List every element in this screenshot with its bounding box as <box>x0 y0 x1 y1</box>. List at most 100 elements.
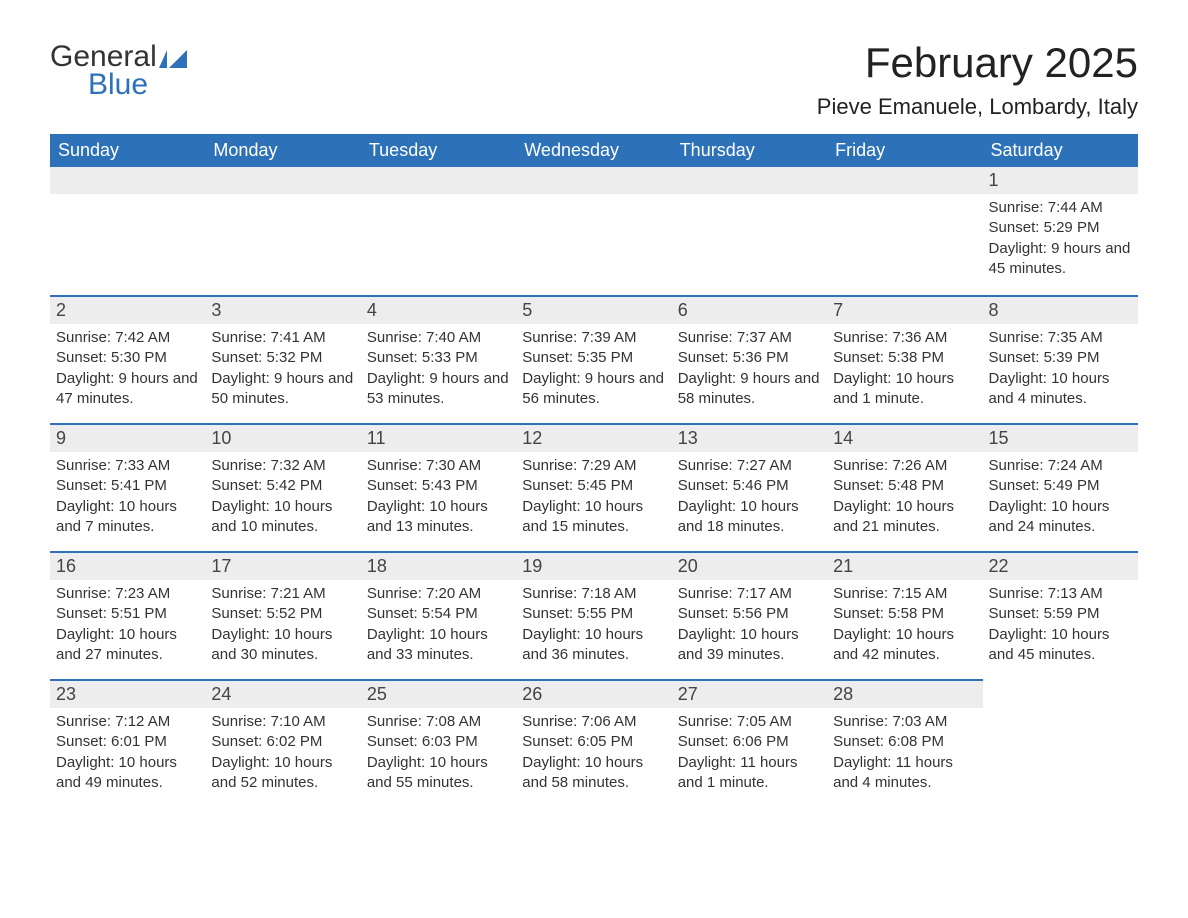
sunset-value: 5:33 PM <box>422 349 478 366</box>
sunset-value: 5:49 PM <box>1044 477 1100 494</box>
sunset-label: Sunset: <box>678 733 729 750</box>
day-cell <box>361 167 516 295</box>
daylight-label: Daylight: <box>833 754 891 771</box>
sunrise-value: 7:12 AM <box>115 713 170 730</box>
sunrise-value: 7:24 AM <box>1048 457 1103 474</box>
weekday-header: Wednesday <box>516 134 671 167</box>
daylight-label: Daylight: <box>989 498 1047 515</box>
sunrise-line: Sunrise: 7:13 AM <box>989 584 1132 604</box>
sunrise-label: Sunrise: <box>678 329 733 346</box>
weekday-header: Thursday <box>672 134 827 167</box>
day-number: 8 <box>983 295 1138 324</box>
week-row: 9 Sunrise: 7:33 AM Sunset: 5:41 PM Daylight… <box>50 423 1138 551</box>
day-number: 20 <box>672 551 827 580</box>
daylight-line: Daylight: 9 hours and 47 minutes. <box>56 369 199 410</box>
day-cell: 5Sunrise: 7:39 AMSunset: 5:35 PMDaylight… <box>516 295 671 423</box>
daylight-label: Daylight: <box>56 370 114 387</box>
daylight-label: Daylight: <box>522 370 580 387</box>
day-details: Sunrise: 7:12 AMSunset: 6:01 PMDaylight:… <box>50 708 205 793</box>
sunrise-label: Sunrise: <box>678 457 733 474</box>
daylight-line: Daylight: 9 hours and 53 minutes. <box>367 369 510 410</box>
sunrise-value: 7:33 AM <box>115 457 170 474</box>
sunrise-line: Sunrise: 7:33 AM <box>56 456 199 476</box>
sunrise-line: Sunrise: 7:27 AM <box>678 456 821 476</box>
weekday-header: Monday <box>205 134 360 167</box>
day-details: Sunrise: 7:39 AMSunset: 5:35 PMDaylight:… <box>516 324 671 409</box>
sunset-line: Sunset: 5:59 PM <box>989 604 1132 624</box>
sunrise-value: 7:29 AM <box>581 457 636 474</box>
sunset-line: Sunset: 5:42 PM <box>211 476 354 496</box>
day-number: 19 <box>516 551 671 580</box>
daylight-label: Daylight: <box>211 626 269 643</box>
day-cell: 4Sunrise: 7:40 AMSunset: 5:33 PMDaylight… <box>361 295 516 423</box>
sunset-value: 6:06 PM <box>733 733 789 750</box>
day-number: 14 <box>827 423 982 452</box>
day-details: Sunrise: 7:18 AMSunset: 5:55 PMDaylight:… <box>516 580 671 665</box>
daylight-label: Daylight: <box>678 754 736 771</box>
sunset-line: Sunset: 5:29 PM <box>989 218 1132 238</box>
sunset-label: Sunset: <box>522 605 573 622</box>
daylight-line: Daylight: 9 hours and 56 minutes. <box>522 369 665 410</box>
day-number: 21 <box>827 551 982 580</box>
sunrise-value: 7:17 AM <box>737 585 792 602</box>
daylight-line: Daylight: 11 hours and 4 minutes. <box>833 753 976 794</box>
day-number: 25 <box>361 679 516 708</box>
day-details: Sunrise: 7:35 AMSunset: 5:39 PMDaylight:… <box>983 324 1138 409</box>
weekday-header: Tuesday <box>361 134 516 167</box>
sunrise-label: Sunrise: <box>367 457 422 474</box>
daylight-label: Daylight: <box>56 626 114 643</box>
sunset-line: Sunset: 5:56 PM <box>678 604 821 624</box>
day-details: Sunrise: 7:32 AMSunset: 5:42 PMDaylight:… <box>205 452 360 537</box>
day-cell <box>50 167 205 295</box>
calendar-page: General Blue February 2025 Pieve Emanuel… <box>0 0 1188 867</box>
daylight-label: Daylight: <box>522 754 580 771</box>
sunset-line: Sunset: 6:02 PM <box>211 732 354 752</box>
week-row: 23Sunrise: 7:12 AMSunset: 6:01 PMDayligh… <box>50 679 1138 807</box>
sunrise-value: 7:15 AM <box>892 585 947 602</box>
brand-logo: General Blue <box>50 40 187 102</box>
sunset-line: Sunset: 6:05 PM <box>522 732 665 752</box>
daylight-line: Daylight: 9 hours and 58 minutes. <box>678 369 821 410</box>
sunrise-line: Sunrise: 7:24 AM <box>989 456 1132 476</box>
day-cell: 27Sunrise: 7:05 AMSunset: 6:06 PMDayligh… <box>672 679 827 807</box>
sunset-value: 5:52 PM <box>266 605 322 622</box>
day-details: Sunrise: 7:06 AMSunset: 6:05 PMDaylight:… <box>516 708 671 793</box>
day-details: Sunrise: 7:42 AMSunset: 5:30 PMDaylight:… <box>50 324 205 409</box>
sunset-value: 5:29 PM <box>1044 219 1100 236</box>
empty-day <box>205 167 360 194</box>
day-number: 24 <box>205 679 360 708</box>
sunset-value: 5:41 PM <box>111 477 167 494</box>
sunset-label: Sunset: <box>211 733 262 750</box>
sunset-value: 5:43 PM <box>422 477 478 494</box>
sunset-label: Sunset: <box>367 477 418 494</box>
sunrise-value: 7:41 AM <box>271 329 326 346</box>
sunset-line: Sunset: 5:33 PM <box>367 348 510 368</box>
sunset-line: Sunset: 5:43 PM <box>367 476 510 496</box>
sunset-line: Sunset: 5:30 PM <box>56 348 199 368</box>
empty-day <box>361 167 516 194</box>
day-cell: 20Sunrise: 7:17 AMSunset: 5:56 PMDayligh… <box>672 551 827 679</box>
sunrise-value: 7:36 AM <box>892 329 947 346</box>
daylight-label: Daylight: <box>833 626 891 643</box>
day-details: Sunrise: 7:10 AMSunset: 6:02 PMDaylight:… <box>205 708 360 793</box>
sunrise-value: 7:42 AM <box>115 329 170 346</box>
daylight-line: Daylight: 10 hours and 27 minutes. <box>56 625 199 666</box>
sunset-value: 5:55 PM <box>577 605 633 622</box>
sunrise-value: 7:03 AM <box>892 713 947 730</box>
sunrise-value: 7:20 AM <box>426 585 481 602</box>
sunset-value: 5:36 PM <box>733 349 789 366</box>
day-cell: 28Sunrise: 7:03 AMSunset: 6:08 PMDayligh… <box>827 679 982 807</box>
sunset-label: Sunset: <box>56 605 107 622</box>
day-cell: 7Sunrise: 7:36 AMSunset: 5:38 PMDaylight… <box>827 295 982 423</box>
day-cell: 8Sunrise: 7:35 AMSunset: 5:39 PMDaylight… <box>983 295 1138 423</box>
sunset-value: 5:46 PM <box>733 477 789 494</box>
day-cell: 12Sunrise: 7:29 AMSunset: 5:45 PMDayligh… <box>516 423 671 551</box>
day-cell: 10Sunrise: 7:32 AMSunset: 5:42 PMDayligh… <box>205 423 360 551</box>
sunrise-line: Sunrise: 7:29 AM <box>522 456 665 476</box>
daylight-line: Daylight: 10 hours and 36 minutes. <box>522 625 665 666</box>
day-number: 9 <box>50 423 205 452</box>
weekday-header: Friday <box>827 134 982 167</box>
day-number: 10 <box>205 423 360 452</box>
day-details: Sunrise: 7:37 AMSunset: 5:36 PMDaylight:… <box>672 324 827 409</box>
day-number: 28 <box>827 679 982 708</box>
